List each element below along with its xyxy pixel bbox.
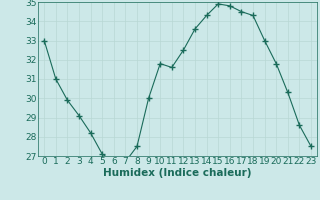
X-axis label: Humidex (Indice chaleur): Humidex (Indice chaleur) [103, 168, 252, 178]
